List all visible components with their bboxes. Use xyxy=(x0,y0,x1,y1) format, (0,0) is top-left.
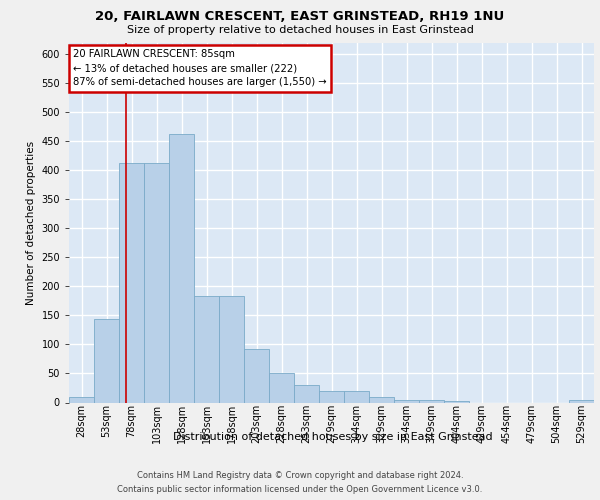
Y-axis label: Number of detached properties: Number of detached properties xyxy=(26,140,36,304)
Text: Contains public sector information licensed under the Open Government Licence v3: Contains public sector information licen… xyxy=(118,485,482,494)
Bar xyxy=(219,296,244,403)
Text: 20, FAIRLAWN CRESCENT, EAST GRINSTEAD, RH19 1NU: 20, FAIRLAWN CRESCENT, EAST GRINSTEAD, R… xyxy=(95,10,505,23)
Bar xyxy=(244,348,269,403)
Bar xyxy=(269,374,294,402)
Bar xyxy=(69,396,94,402)
Bar xyxy=(319,391,344,402)
Bar xyxy=(419,400,444,402)
Bar xyxy=(194,296,219,403)
Bar xyxy=(144,162,169,402)
Text: Size of property relative to detached houses in East Grinstead: Size of property relative to detached ho… xyxy=(127,25,473,35)
Bar xyxy=(444,401,469,402)
Bar xyxy=(569,400,594,402)
Bar xyxy=(169,134,194,402)
Bar xyxy=(294,385,319,402)
Text: Contains HM Land Registry data © Crown copyright and database right 2024.: Contains HM Land Registry data © Crown c… xyxy=(137,471,463,480)
Text: Distribution of detached houses by size in East Grinstead: Distribution of detached houses by size … xyxy=(173,432,493,442)
Bar xyxy=(94,320,119,402)
Bar xyxy=(394,400,419,402)
Bar xyxy=(369,396,394,402)
Bar xyxy=(119,162,144,402)
Text: 20 FAIRLAWN CRESCENT: 85sqm
← 13% of detached houses are smaller (222)
87% of se: 20 FAIRLAWN CRESCENT: 85sqm ← 13% of det… xyxy=(73,50,326,88)
Bar xyxy=(344,391,369,402)
